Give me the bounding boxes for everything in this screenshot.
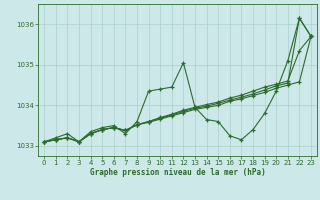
X-axis label: Graphe pression niveau de la mer (hPa): Graphe pression niveau de la mer (hPa) (90, 168, 266, 177)
